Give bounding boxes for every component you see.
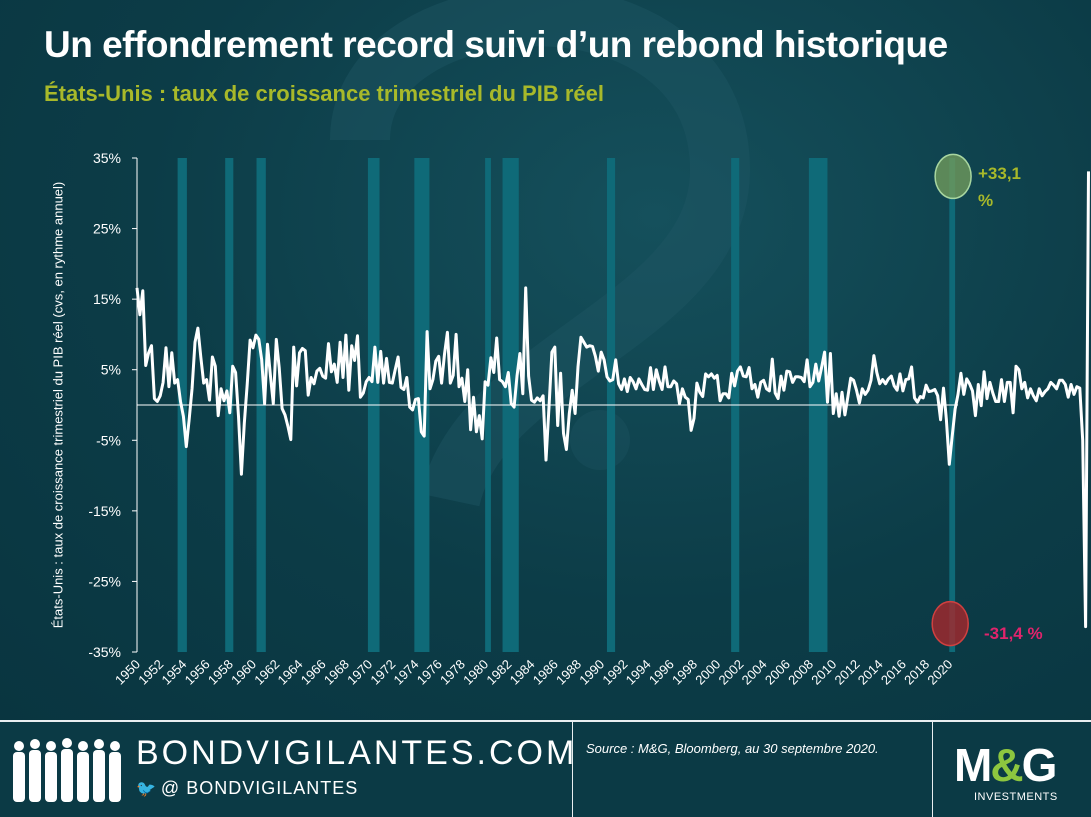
x-tick-labels: 1950195219541956195819601962196419661968…	[112, 657, 955, 688]
x-tick-label: 1990	[576, 657, 607, 688]
x-tick-label: 1970	[344, 657, 375, 688]
annotation-label-max: +33,1	[978, 164, 1021, 183]
x-tick-label: 2016	[878, 657, 909, 688]
x-tick-label: 2000	[692, 657, 723, 688]
brand-name[interactable]: BONDVIGILANTES.COM	[136, 734, 578, 772]
people-silhouettes-icon	[13, 738, 121, 802]
footer-divider-right	[932, 722, 933, 817]
x-tick-label: 1994	[623, 657, 654, 688]
y-tick-label: -15%	[88, 503, 121, 519]
x-tick-label: 1966	[298, 657, 329, 688]
annotation-marker	[931, 600, 969, 647]
x-tick-label: 1992	[599, 657, 630, 688]
logo-mark: M&G	[954, 739, 1057, 791]
x-tick-label: 1964	[275, 657, 306, 688]
x-tick-label: 1960	[228, 657, 259, 688]
y-tick-labels: 35% 25% 15% 5% -5% -15% -25% -35%	[88, 150, 137, 660]
x-tick-label: 2006	[762, 657, 793, 688]
chart-title: Un effondrement record suivi d’un rebond…	[44, 24, 948, 65]
x-tick-label: 1998	[669, 657, 700, 688]
x-tick-label: 1962	[251, 657, 282, 688]
x-tick-label: 1982	[483, 657, 514, 688]
y-tick-label: -25%	[88, 573, 121, 589]
handle-at: @	[160, 778, 181, 798]
handle-name: BONDVIGILANTES	[186, 778, 359, 798]
footer: BONDVIGILANTES.COM 🐦 @ BONDVIGILANTES Sou…	[0, 720, 1091, 817]
x-tick-label: 1978	[437, 657, 468, 688]
x-tick-label: 1996	[646, 657, 677, 688]
x-tick-label: 1974	[391, 657, 422, 688]
x-tick-label: 1972	[367, 657, 398, 688]
x-tick-label: 1958	[205, 657, 236, 688]
annotation-label-min: -31,4 %	[984, 624, 1043, 643]
x-tick-label: 2004	[739, 657, 770, 688]
logo-subtitle: INVESTMENTS	[974, 791, 1058, 803]
annotation-label-max-unit: %	[978, 191, 993, 210]
mg-logo[interactable]: M&G INVESTMENTS	[950, 736, 1080, 808]
x-tick-label: 1980	[460, 657, 491, 688]
y-tick-label: 35%	[93, 150, 121, 166]
twitter-handle[interactable]: 🐦 @ BONDVIGILANTES	[136, 778, 358, 799]
x-tick-label: 2010	[808, 657, 839, 688]
annotation-marker	[934, 153, 972, 200]
chart-subtitle: États-Unis : taux de croissance trimestr…	[44, 81, 604, 106]
source-note: Source : M&G, Bloomberg, au 30 septembre…	[586, 741, 879, 756]
twitter-bird-icon: 🐦	[136, 781, 157, 798]
x-tick-label: 2012	[832, 657, 863, 688]
x-tick-label: 2018	[901, 657, 932, 688]
x-tick-label: 1984	[507, 657, 538, 688]
y-tick-label: 5%	[101, 362, 121, 378]
annotations: +33,1% -31,4 %	[931, 153, 1043, 647]
gdp-growth-line	[135, 171, 1090, 629]
y-tick-label: -5%	[96, 432, 121, 448]
x-tick-label: 2020	[924, 657, 955, 688]
x-tick-label: 1986	[530, 657, 561, 688]
x-tick-label: 1988	[553, 657, 584, 688]
y-tick-label: -35%	[88, 644, 121, 660]
x-tick-label: 1950	[112, 657, 143, 688]
x-tick-label: 1952	[135, 657, 166, 688]
x-tick-label: 1956	[182, 657, 213, 688]
footer-divider-left	[572, 722, 573, 817]
y-tick-label: 25%	[93, 221, 121, 237]
x-tick-label: 2014	[855, 657, 886, 688]
y-tick-label: 15%	[93, 291, 121, 307]
x-tick-label: 1954	[158, 657, 189, 688]
line-chart: 35%25%15%5%-5%-15%-25%-35% 1950195219541…	[88, 150, 1090, 688]
x-tick-label: 1976	[414, 657, 445, 688]
x-tick-label: 1968	[321, 657, 352, 688]
x-tick-label: 2008	[785, 657, 816, 688]
x-tick-label: 2002	[715, 657, 746, 688]
